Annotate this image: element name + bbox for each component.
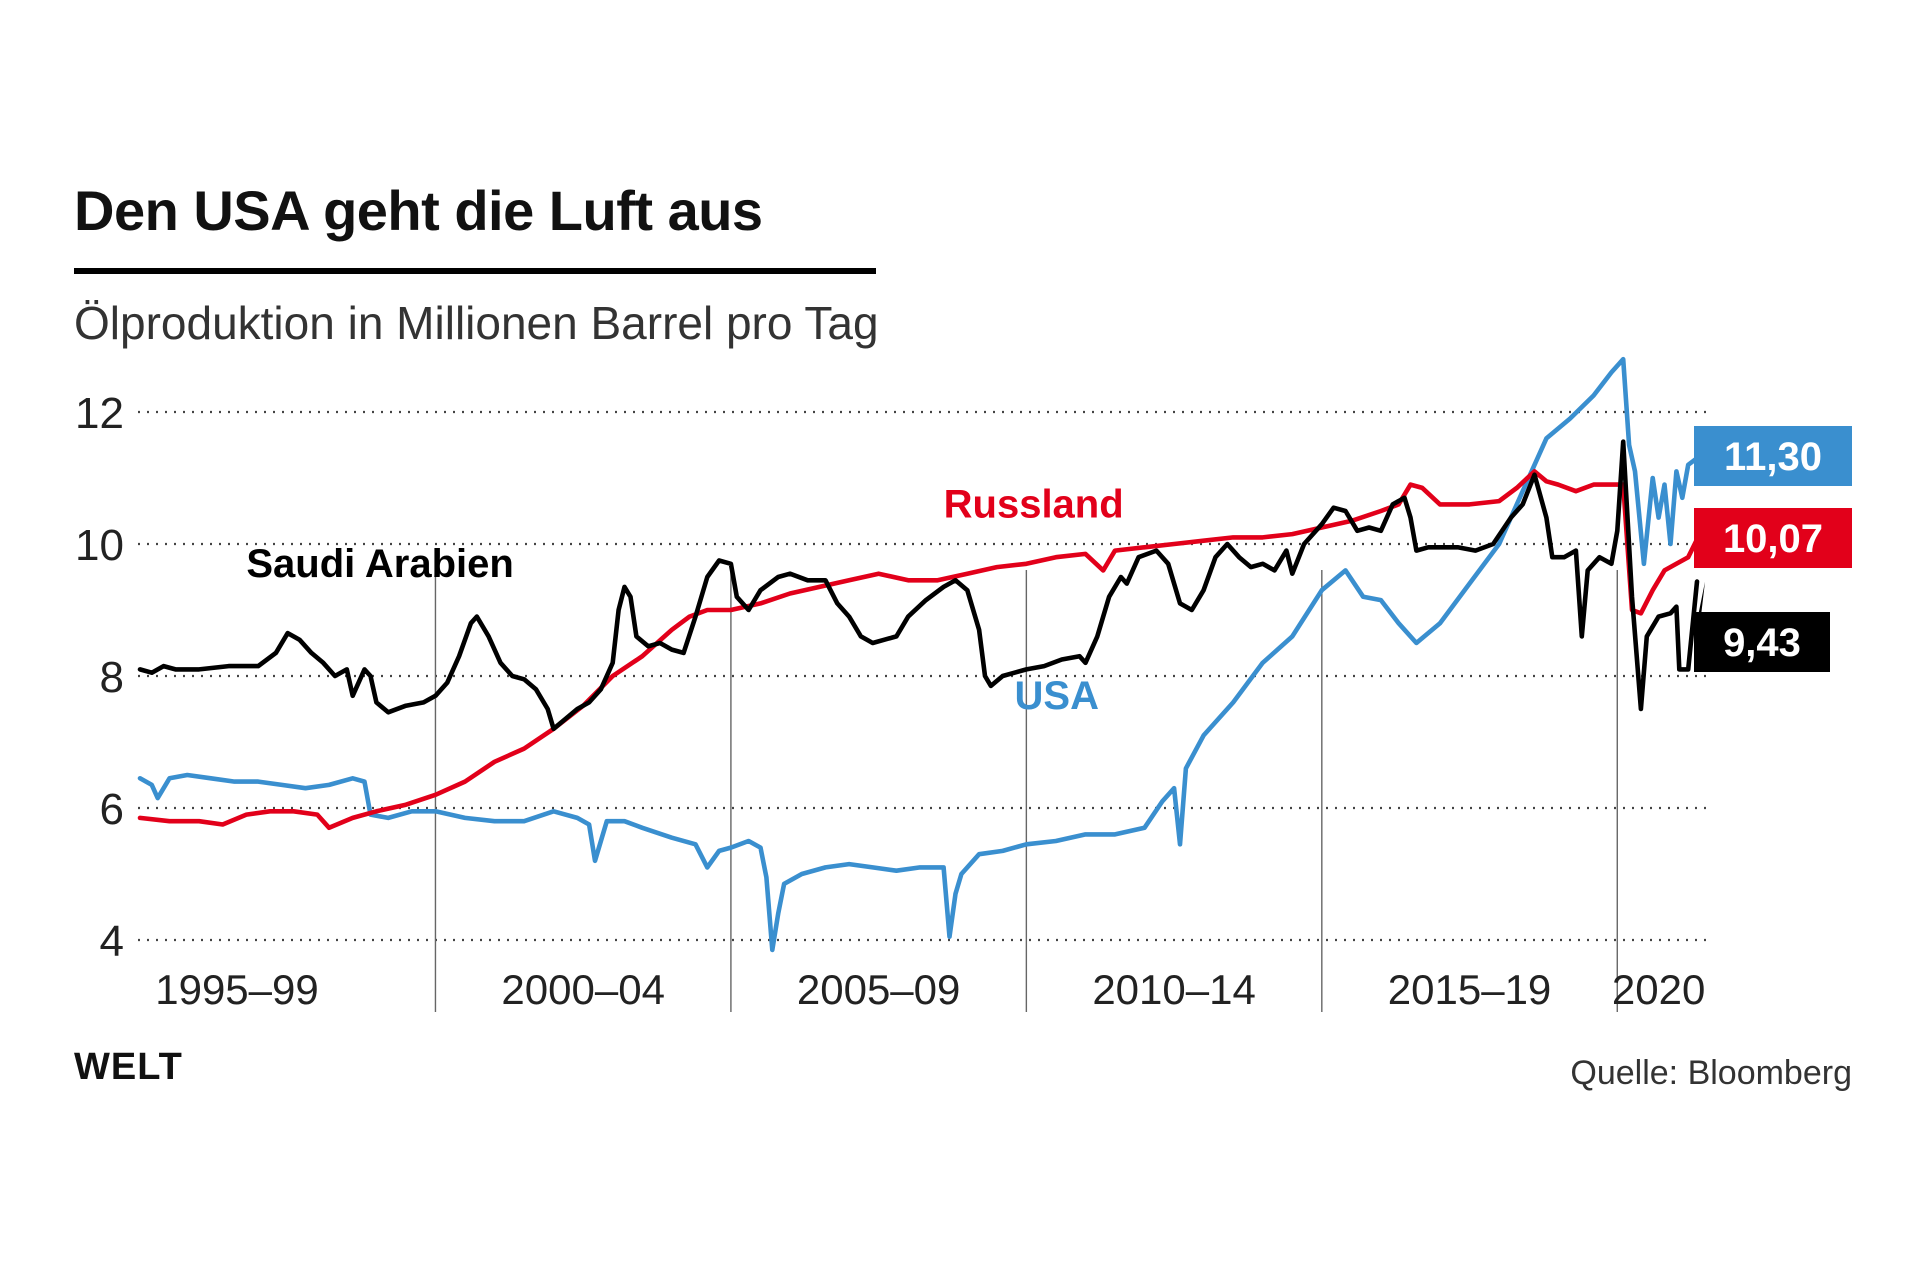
- chart-subtitle: Ölproduktion in Millionen Barrel pro Tag: [74, 297, 879, 349]
- x-period-2015–19: 2015–19: [1388, 966, 1552, 1013]
- period-separators: [434, 570, 1618, 1012]
- y-tick-8: 8: [100, 653, 124, 702]
- welt-logo: WELT: [74, 1046, 183, 1088]
- series-label-saudi-arabien: Saudi Arabien: [246, 542, 513, 586]
- badge-box: [1694, 508, 1852, 568]
- x-axis-periods: 1995–99 2000–04 2005–09 2010–14 2015–19 2020: [155, 966, 1705, 1013]
- badge-box: [1694, 426, 1852, 486]
- badge-value: 10,07: [1723, 517, 1823, 561]
- badge-box: [1694, 612, 1830, 672]
- title-underline: [74, 268, 876, 274]
- series-line-saudi-arabien: [137, 439, 1700, 732]
- series-labels: Saudi Arabien Russland USA: [246, 483, 1123, 718]
- y-tick-12: 12: [75, 389, 124, 438]
- y-tick-6: 6: [100, 785, 124, 834]
- badge-value: 11,30: [1724, 435, 1822, 479]
- end-value-badges: 9,43 10,07 11,30: [1694, 426, 1852, 672]
- x-period-2000–04: 2000–04: [501, 966, 665, 1013]
- series-label-usa: USA: [1015, 674, 1099, 718]
- chart-title: Den USA geht die Luft aus: [74, 179, 763, 242]
- y-axis-ticks: 4 6 8 10 12: [75, 389, 124, 966]
- y-tick-10: 10: [75, 521, 124, 570]
- x-period-1995–99: 1995–99: [155, 966, 319, 1013]
- badge-value: 9,43: [1723, 621, 1801, 665]
- x-period-2020: 2020: [1612, 966, 1705, 1013]
- series-lines: [137, 356, 1700, 953]
- x-period-2005–09: 2005–09: [797, 966, 961, 1013]
- series-line-usa: [137, 356, 1700, 953]
- series-line-russland: [137, 469, 1700, 831]
- end-badge-russland: 10,07: [1694, 508, 1852, 568]
- y-tick-4: 4: [100, 917, 124, 966]
- source-note: Quelle: Bloomberg: [1570, 1054, 1852, 1092]
- end-badge-usa: 11,30: [1694, 426, 1852, 486]
- gridlines: [138, 410, 1710, 942]
- series-label-russland: Russland: [944, 483, 1124, 527]
- end-badge-saudi-arabien: 9,43: [1694, 581, 1830, 672]
- x-period-2010–14: 2010–14: [1092, 966, 1256, 1013]
